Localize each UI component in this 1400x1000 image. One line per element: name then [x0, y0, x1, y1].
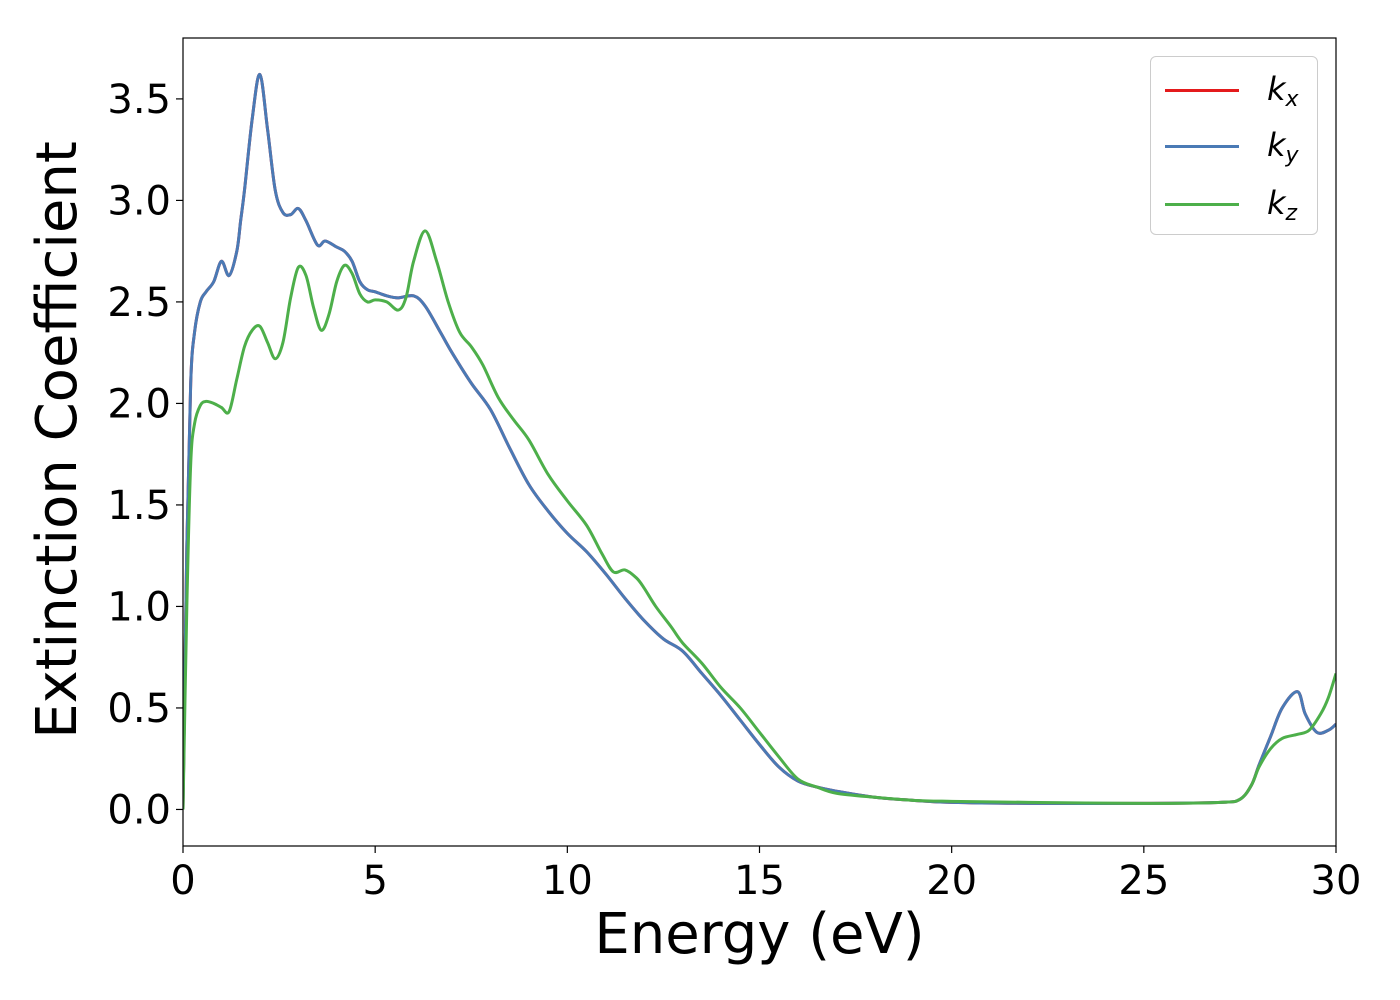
y-tick-label: 1.5	[107, 483, 171, 529]
x-tick-label: 15	[734, 858, 785, 904]
y-tick-label: 1.0	[107, 584, 171, 630]
y-tick-label: 0.0	[107, 787, 171, 833]
legend-item-kz: kz	[1163, 185, 1313, 226]
legend-label-kz: kz	[1267, 184, 1298, 226]
x-tick-label: 5	[362, 858, 387, 904]
x-tick-label: 0	[170, 858, 195, 904]
plot-area	[183, 38, 1336, 846]
y-tick-label: 0.5	[107, 686, 171, 732]
legend: kx ky kz	[1150, 56, 1318, 235]
legend-swatch-kz	[1165, 203, 1239, 206]
y-tick-label: 2.5	[107, 280, 171, 326]
series-line-kz	[183, 229, 1336, 810]
legend-item-kx: kx	[1163, 71, 1313, 112]
y-axis-label: Extinction Coefficient	[25, 141, 90, 739]
x-tick-label: 10	[542, 858, 593, 904]
y-tick-label: 3.5	[107, 77, 171, 123]
legend-label-ky: ky	[1267, 126, 1299, 168]
x-tick-label: 20	[926, 858, 977, 904]
y-tick-label: 3.0	[107, 178, 171, 224]
x-axis-label: Energy (eV)	[594, 902, 925, 967]
x-tick-label: 25	[1118, 858, 1169, 904]
legend-label-kx: kx	[1267, 70, 1299, 112]
legend-swatch-kx	[1165, 89, 1239, 92]
legend-item-ky: ky	[1163, 127, 1313, 168]
x-tick-label: 30	[1311, 858, 1362, 904]
y-tick-label: 2.0	[107, 381, 171, 427]
legend-swatch-ky	[1165, 145, 1239, 148]
